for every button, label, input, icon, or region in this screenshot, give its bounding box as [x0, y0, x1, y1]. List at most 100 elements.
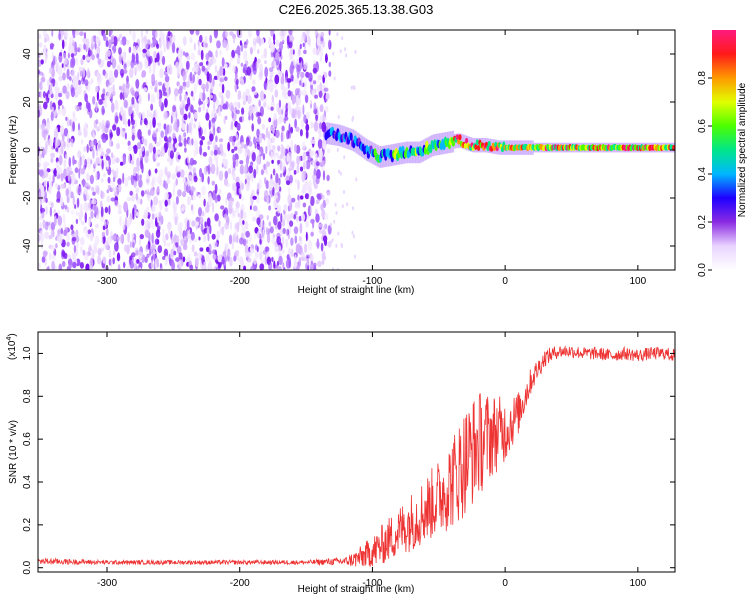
spectrogram-noise-cell — [60, 183, 66, 189]
spectrogram-noise-cell — [187, 97, 191, 107]
spectrogram-noise-cell — [307, 186, 313, 195]
spectrogram-noise-cell — [60, 30, 65, 36]
spectrogram-noise-cell — [185, 81, 190, 88]
spectrogram-noise-cell — [248, 105, 253, 114]
spectrogram-noise-cell — [223, 39, 228, 49]
spectrogram-noise-cell — [253, 105, 258, 112]
spectrogram-noise-cell — [77, 160, 82, 169]
spectrogram-noise-cell — [205, 254, 210, 262]
colorbar-ticks: 0.0 0.2 0.4 0.6 0.8 — [697, 71, 712, 277]
spectrogram-signal-cell — [451, 140, 455, 147]
spectrogram-noise-cell — [138, 45, 141, 53]
spectrogram-noise-cell — [114, 185, 119, 197]
spectrogram-noise-cell — [294, 235, 298, 244]
spectrogram-noise-cell — [120, 72, 124, 78]
spectrogram-noise-cell — [70, 210, 75, 215]
spectrogram-noise-cell — [305, 30, 310, 37]
spectrogram-noise-cell — [144, 39, 149, 50]
spectrogram-noise-cell — [268, 67, 274, 72]
spectrogram-noise-cell — [168, 136, 172, 143]
spectrogram-noise-cell — [84, 122, 88, 133]
spectrogram-noise-cell — [212, 202, 215, 214]
snr-ytick-label: 1.0 — [22, 346, 33, 360]
spectrogram-noise-cell — [151, 222, 156, 229]
spectrogram-noise-cell — [156, 122, 162, 127]
spectrogram-noise-cell — [276, 197, 280, 203]
spectrogram-noise-cell — [221, 83, 225, 94]
spectrogram-noise-cell — [136, 211, 140, 217]
spectrogram-noise-cell — [262, 153, 266, 161]
spectrogram-noise-cell — [156, 212, 160, 223]
spectrogram-noise-cell — [189, 164, 193, 172]
spectrogram-noise-cell — [232, 211, 236, 217]
spectrogram-noise-cell — [253, 258, 257, 265]
spectrogram-signal-cell — [477, 145, 481, 151]
spectrogram-noise-cell — [94, 245, 98, 254]
spectrogram-noise-cell — [243, 164, 248, 174]
spectrogram-noise-cell — [294, 118, 297, 129]
spectrogram-noise-cell — [153, 195, 159, 206]
spectrogram-noise-cell — [198, 236, 201, 241]
spectrogram-noise-cell — [158, 200, 162, 205]
spectrogram-noise-cell — [222, 157, 226, 165]
spectrogram-noise-cell — [313, 168, 317, 177]
spectrogram-noise-cell — [62, 72, 66, 81]
spectrogram-noise-cell — [63, 58, 68, 65]
spectrogram-noise-cell — [168, 125, 171, 136]
spectrogram-noise-cell — [242, 100, 246, 106]
spectrogram-noise-cell — [123, 99, 128, 109]
spectrogram-noise-cell — [55, 90, 59, 101]
spectrogram-noise-cell — [50, 111, 54, 121]
spectrogram-noise-cell — [144, 209, 148, 220]
snr-ticks: -300 -200 -100 0 100 0.0 0.2 0.4 0.6 0.8 1.0 — [22, 332, 675, 589]
spectrogram-noise-cell — [336, 148, 339, 152]
spectrogram-noise-cell — [298, 215, 302, 222]
spectrogram-noise-cell — [264, 246, 270, 252]
spectrogram-noise-cell — [141, 136, 145, 144]
spectrogram-noise-cell — [61, 260, 66, 268]
spectrogram-noise-cell — [145, 30, 149, 35]
spectrogram-noise-cell — [289, 220, 294, 227]
spectrogram-noise-cell — [312, 67, 317, 74]
spectrogram-noise-cell — [279, 173, 283, 178]
spectrogram-noise-cell — [190, 231, 195, 241]
spectrogram-noise-cell — [106, 165, 110, 170]
spectrogram-noise-cell — [60, 196, 64, 207]
spectrogram-noise-cell — [280, 83, 285, 91]
spectrogram-noise-cell — [78, 66, 83, 72]
spectrogram-noise-cell — [190, 52, 195, 61]
spectrogram-noise-cell — [181, 203, 186, 211]
spectrogram-noise-cell — [197, 49, 201, 56]
spectrogram-noise-cell — [44, 55, 47, 64]
spectrogram-noise-cell — [153, 110, 156, 120]
spectrogram-noise-cell — [193, 238, 198, 243]
spectrogram-noise-cell — [53, 128, 59, 139]
spectrogram-noise-cell — [335, 243, 338, 248]
spectrogram-noise-cell — [166, 64, 170, 74]
spectrogram-noise-cell — [219, 143, 223, 152]
spectrogram-noise-cell — [59, 125, 65, 135]
spectrogram-noise-cell — [108, 205, 111, 215]
spectrogram-noise-cell — [218, 188, 222, 194]
spectrogram-noise-cell — [272, 168, 276, 176]
spectrogram-noise-cell — [48, 252, 52, 261]
spectrogram-noise-cell — [339, 49, 342, 54]
spectrogram-noise-cell — [203, 234, 207, 243]
spectrogram-noise-cell — [299, 129, 303, 137]
spectrogram-noise-cell — [227, 141, 231, 152]
spectrogram-noise-cell — [127, 217, 132, 226]
spectrogram-noise-cell — [227, 251, 232, 257]
spectrogram-noise-cell — [254, 250, 259, 259]
spectrogram-noise-cell — [83, 187, 87, 195]
spectrogram-noise-cell — [54, 137, 59, 148]
spectrogram-noise-cell — [352, 206, 354, 211]
spectrogram-noise-cell — [50, 93, 54, 99]
spectrogram-noise-cell — [210, 150, 214, 157]
spectrogram-noise-cell — [214, 213, 219, 222]
spectrogram-noise-cell — [267, 131, 271, 140]
spectrogram-noise-cell — [261, 54, 264, 60]
spectrogram-noise-cell — [52, 174, 55, 184]
spectrogram-noise-cell — [309, 253, 314, 263]
